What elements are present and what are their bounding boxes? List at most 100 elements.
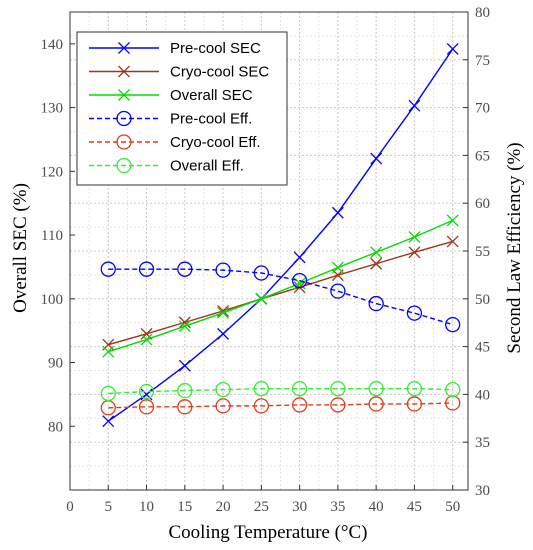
data-point-overall-sec bbox=[408, 231, 421, 243]
legend-x-marker bbox=[118, 65, 130, 78]
data-point-overall-eff bbox=[406, 381, 423, 397]
y-left-tick-label: 120 bbox=[41, 164, 64, 180]
data-point-pre-cool-sec bbox=[446, 43, 459, 55]
y-left-tick-label: 140 bbox=[41, 37, 64, 53]
x-tick-label: 30 bbox=[292, 499, 307, 515]
series-layer bbox=[100, 43, 461, 428]
y-right-tick-label: 75 bbox=[475, 53, 490, 69]
data-point-pre-cool-sec bbox=[217, 327, 230, 340]
data-point-pre-cool-eff bbox=[291, 272, 308, 289]
data-point-cryo-cool-sec bbox=[370, 257, 383, 270]
data-point-cryo-cool-sec bbox=[446, 235, 459, 248]
data-point-overall-eff bbox=[138, 383, 155, 400]
y-right-tick-label: 40 bbox=[475, 387, 490, 403]
data-point-overall-sec bbox=[370, 246, 383, 259]
legend-label: Overall SEC bbox=[170, 87, 253, 104]
y-right-tick-label: 60 bbox=[475, 196, 490, 212]
y-left-tick-label: 100 bbox=[41, 292, 64, 308]
x-tick-label: 20 bbox=[216, 499, 231, 515]
x-tick-label: 50 bbox=[445, 499, 460, 515]
data-point-cryo-cool-eff bbox=[291, 397, 308, 413]
data-point-overall-sec bbox=[331, 261, 344, 274]
legend-label: Pre-cool Eff. bbox=[170, 111, 252, 128]
data-point-overall-sec bbox=[140, 333, 153, 346]
data-point-pre-cool-eff bbox=[445, 316, 461, 333]
x-axis-title: Cooling Temperature (°C) bbox=[168, 522, 367, 543]
data-point-pre-cool-eff bbox=[368, 295, 384, 312]
data-point-cryo-cool-eff bbox=[406, 396, 423, 412]
series-line-overall-sec bbox=[108, 219, 453, 353]
data-point-pre-cool-sec bbox=[331, 206, 344, 219]
data-point-pre-cool-sec bbox=[293, 251, 306, 264]
series-line-pre-cool-eff bbox=[108, 268, 453, 326]
x-tick-label: 25 bbox=[254, 499, 269, 515]
x-tick-label: 45 bbox=[407, 499, 422, 515]
y-right-tick-label: 55 bbox=[475, 244, 490, 260]
data-point-cryo-cool-eff bbox=[330, 397, 346, 413]
data-point-pre-cool-sec bbox=[408, 99, 421, 112]
axes-layer: 0 5 10 15 20 25 30 35 40 45 50 80 90 100 110 120 130 140 3… bbox=[41, 5, 491, 515]
y-right-tick-label: 45 bbox=[475, 340, 490, 356]
x-tick-label: 40 bbox=[369, 499, 384, 515]
legend-label: Cryo-cool Eff. bbox=[170, 134, 261, 151]
data-point-overall-sec bbox=[178, 320, 191, 333]
left-axis-title: Overall SEC (%) bbox=[10, 183, 31, 313]
data-point-cryo-cool-eff bbox=[138, 399, 155, 415]
data-point-pre-cool-eff bbox=[330, 283, 346, 299]
data-point-pre-cool-eff bbox=[100, 261, 116, 277]
legend-x-marker bbox=[118, 42, 130, 54]
y-right-tick-label: 65 bbox=[475, 148, 490, 164]
data-point-cryo-cool-sec bbox=[178, 316, 191, 329]
legend-circle-marker bbox=[116, 157, 132, 174]
x-tick-label: 15 bbox=[177, 499, 192, 515]
series-line-cryo-cool-eff bbox=[108, 402, 453, 409]
data-point-overall-eff bbox=[177, 382, 193, 399]
data-point-cryo-cool-eff bbox=[368, 396, 384, 412]
y-left-tick-label: 90 bbox=[48, 356, 63, 372]
data-point-pre-cool-eff bbox=[253, 265, 269, 281]
legend-circle-marker bbox=[116, 110, 132, 127]
data-point-overall-eff bbox=[253, 381, 269, 397]
data-point-cryo-cool-sec bbox=[408, 246, 421, 259]
legend-circle-marker bbox=[116, 134, 132, 150]
data-point-cryo-cool-eff bbox=[215, 398, 231, 414]
data-point-overall-sec bbox=[446, 214, 459, 227]
y-left-tick-label: 80 bbox=[48, 419, 63, 435]
legend-box bbox=[76, 31, 288, 186]
data-point-pre-cool-eff bbox=[138, 261, 155, 277]
data-point-pre-cool-eff bbox=[406, 305, 423, 321]
data-point-overall-sec bbox=[102, 345, 115, 358]
y-right-tick-label: 30 bbox=[475, 483, 490, 499]
data-point-cryo-cool-sec bbox=[140, 327, 153, 340]
data-point-pre-cool-sec bbox=[178, 359, 191, 372]
x-tick-label: 10 bbox=[139, 499, 154, 515]
legend-x-marker bbox=[118, 89, 130, 101]
data-point-overall-eff bbox=[330, 381, 346, 397]
data-point-pre-cool-eff bbox=[215, 262, 231, 278]
legend-label: Cryo-cool SEC bbox=[170, 64, 269, 81]
data-point-cryo-cool-eff bbox=[177, 399, 193, 415]
data-point-overall-eff bbox=[215, 381, 231, 398]
data-point-overall-eff bbox=[445, 381, 461, 398]
y-right-tick-label: 50 bbox=[475, 292, 490, 308]
data-point-overall-eff bbox=[368, 381, 384, 397]
legend-label: Pre-cool SEC bbox=[170, 40, 261, 57]
data-point-pre-cool-sec bbox=[370, 152, 383, 165]
data-point-overall-eff bbox=[291, 381, 308, 397]
series-line-cryo-cool-sec bbox=[108, 240, 453, 346]
series-line-overall-eff bbox=[108, 387, 453, 395]
legend: Pre-cool SEC Cryo-cool SEC Overall SEC Pre-… bbox=[76, 31, 288, 186]
y-left-tick-label: 130 bbox=[41, 101, 64, 117]
y-right-tick-label: 80 bbox=[475, 5, 490, 21]
series-line-pre-cool-sec bbox=[107, 48, 454, 422]
data-point-pre-cool-eff bbox=[177, 261, 193, 277]
y-right-tick-label: 35 bbox=[475, 435, 490, 451]
data-point-pre-cool-sec bbox=[102, 415, 115, 428]
legend-label: Overall Eff. bbox=[170, 158, 244, 175]
right-axis-title: Second Law Efficiency (%) bbox=[504, 142, 525, 353]
y-left-tick-label: 110 bbox=[41, 228, 63, 244]
data-point-overall-eff bbox=[100, 385, 116, 402]
data-point-overall-sec bbox=[255, 292, 268, 305]
x-tick-label: 0 bbox=[66, 499, 74, 515]
